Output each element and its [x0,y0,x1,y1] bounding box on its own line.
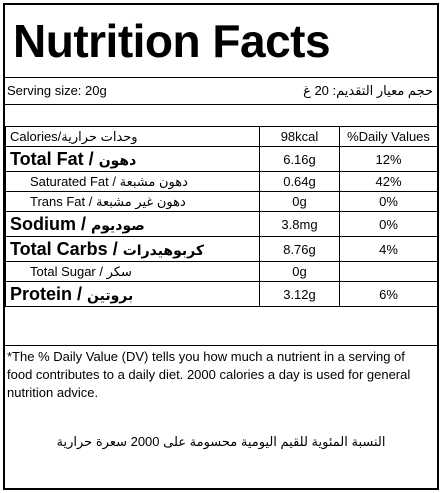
nutrient-dv: 0% [339,211,438,237]
nutrient-name-en: Total Sugar [30,263,96,279]
nutrient-dv [339,261,438,282]
nutrient-name-en: Protein [10,283,73,304]
footnote-en: *The % Daily Value (DV) tells you how mu… [7,349,411,400]
nutrient-name-en: Total Fat [10,148,84,169]
nutrient-dv: 42% [339,171,438,192]
nutrient-dv: 4% [339,236,438,262]
name-separator: / [108,173,120,189]
nutrient-name-en: Sodium [10,213,76,234]
name-separator: / [83,148,99,169]
nutrient-name: Trans Fat / دهون غير مشبعة [5,191,260,212]
table-row: Sodium / صوديوم 3.8mg 0% [5,211,438,237]
table-row: Total Carbs / كربوهيدرات 8.76g 4% [5,236,438,262]
nutrient-amount: 3.8mg [259,211,340,237]
daily-values-header: %Daily Values [339,126,438,147]
nutrient-name-ar: دهون [98,151,137,168]
nutrient-dv: 12% [339,146,438,172]
table-row: Protein / بروتين 3.12g 6% [5,281,438,307]
nutrient-name: Total Fat / دهون [5,146,260,172]
nutrient-name-en: Total Carbs [10,238,108,259]
table-row: Total Sugar / سكر 0g [5,261,438,282]
nutrient-amount: 8.76g [259,236,340,262]
nutrient-amount: 6.16g [259,146,340,172]
nutrient-name-ar: دهون غير مشبعة [96,193,186,209]
nutrient-dv: 0% [339,191,438,212]
nutrient-name-en: Saturated Fat [30,173,109,189]
page-title: Nutrition Facts [13,15,331,67]
serving-size-en: Serving size: 20g [7,83,107,98]
table-row: Trans Fat / دهون غير مشبعة 0g 0% [5,191,438,212]
nutrient-amount: 0g [259,261,340,282]
calories-header: Calories/وحدات حرارية [5,126,260,147]
name-separator: / [85,193,96,209]
nutrient-name-en: Trans Fat [30,193,86,209]
serving-size-row: Serving size: 20g حجم معيار التقديم: 20 … [5,77,437,105]
nutrient-name-ar: سكر [106,263,132,279]
nutrient-amount: 3.12g [259,281,340,307]
nutrient-name-ar: كربوهيدرات [122,241,205,258]
name-separator: / [95,263,107,279]
calories-value: 98kcal [259,126,340,147]
table-header-row: Calories/وحدات حرارية 98kcal %Daily Valu… [5,126,438,147]
nutrient-amount: 0g [259,191,340,212]
name-separator: / [107,238,123,259]
footnote: *The % Daily Value (DV) tells you how mu… [5,345,437,486]
nutrient-name-ar: صوديوم [91,216,145,233]
table-row: Saturated Fat / دهون مشبعة 0.64g 42% [5,171,438,192]
nutrient-name: Saturated Fat / دهون مشبعة [5,171,260,192]
name-separator: / [72,283,88,304]
nutrient-name: Sodium / صوديوم [5,211,260,237]
nutrient-name-ar: بروتين [87,286,134,303]
nutrient-name: Total Sugar / سكر [5,261,260,282]
nutrient-dv: 6% [339,281,438,307]
nutrition-label: Nutrition Facts Serving size: 20g حجم مع… [3,3,439,490]
nutrient-name: Total Carbs / كربوهيدرات [5,236,260,262]
nutrient-name-ar: دهون مشبعة [119,173,188,189]
serving-size-ar: حجم معيار التقديم: 20 غ [303,83,433,98]
nutrient-name: Protein / بروتين [5,281,260,307]
table-row: Total Fat / دهون 6.16g 12% [5,146,438,172]
footnote-ar: النسبة المئوية للقيم اليومية محسومة على … [56,434,386,449]
nutrient-amount: 0.64g [259,171,340,192]
name-separator: / [76,213,92,234]
nutrition-table: Calories/وحدات حرارية 98kcal %Daily Valu… [5,126,438,307]
